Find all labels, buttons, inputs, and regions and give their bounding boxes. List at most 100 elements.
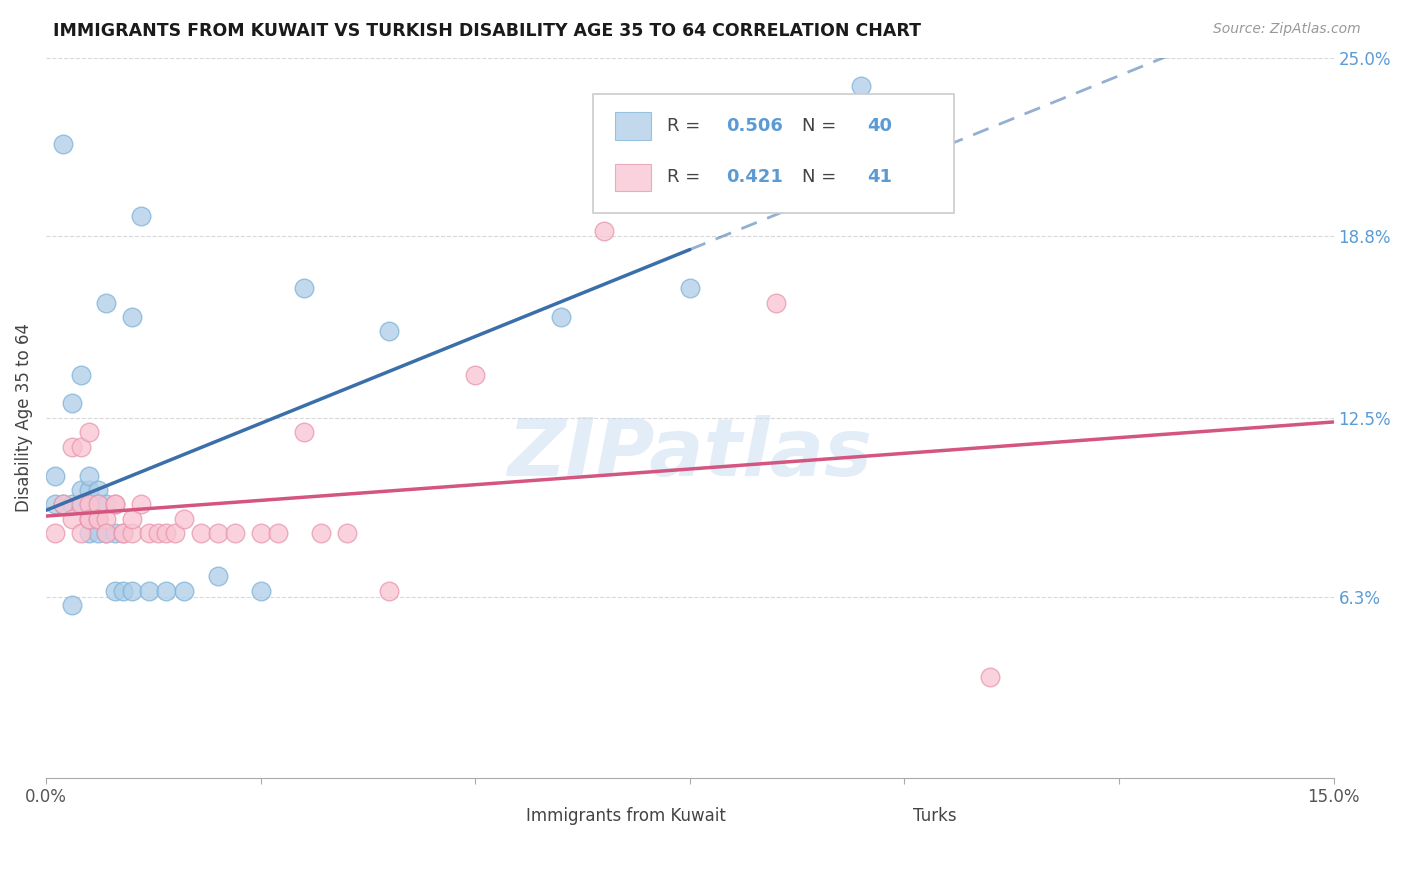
Point: [309, 526, 332, 541]
Point: [155, 583, 177, 598]
Text: ZIPatlas: ZIPatlas: [508, 415, 872, 493]
Point: [44, 526, 66, 541]
FancyBboxPatch shape: [593, 94, 953, 212]
Point: [173, 583, 195, 598]
Y-axis label: Disability Age 35 to 64: Disability Age 35 to 64: [15, 324, 32, 512]
Bar: [616, 112, 651, 140]
Point: [679, 281, 702, 295]
Point: [335, 526, 357, 541]
Point: [249, 526, 271, 541]
Bar: [858, 803, 893, 830]
Point: [86, 512, 108, 526]
Point: [207, 526, 229, 541]
Point: [69, 440, 91, 454]
Point: [173, 512, 195, 526]
Point: [86, 526, 108, 541]
Text: 41: 41: [868, 169, 893, 186]
Point: [104, 526, 127, 541]
Point: [86, 483, 108, 497]
Point: [86, 512, 108, 526]
Point: [104, 497, 127, 511]
Point: [77, 512, 100, 526]
Point: [249, 583, 271, 598]
Text: IMMIGRANTS FROM KUWAIT VS TURKISH DISABILITY AGE 35 TO 64 CORRELATION CHART: IMMIGRANTS FROM KUWAIT VS TURKISH DISABI…: [53, 22, 921, 40]
Text: 40: 40: [868, 117, 893, 135]
Point: [96, 295, 118, 310]
Point: [378, 583, 401, 598]
Text: N =: N =: [801, 169, 842, 186]
Point: [146, 526, 169, 541]
Text: 0.421: 0.421: [725, 169, 783, 186]
Point: [190, 526, 212, 541]
Point: [550, 310, 572, 324]
Point: [112, 583, 135, 598]
Text: N =: N =: [801, 117, 842, 135]
Point: [121, 526, 143, 541]
Point: [138, 526, 160, 541]
Point: [60, 440, 83, 454]
Point: [155, 526, 177, 541]
Bar: [616, 164, 651, 191]
Point: [77, 497, 100, 511]
Point: [96, 512, 118, 526]
Point: [77, 483, 100, 497]
Point: [52, 137, 75, 152]
Point: [69, 526, 91, 541]
Point: [104, 497, 127, 511]
Point: [69, 368, 91, 382]
Point: [292, 425, 315, 440]
Point: [138, 583, 160, 598]
Point: [60, 396, 83, 410]
Point: [292, 281, 315, 295]
Point: [121, 310, 143, 324]
Text: R =: R =: [666, 169, 706, 186]
Point: [86, 497, 108, 511]
Point: [69, 497, 91, 511]
Point: [77, 468, 100, 483]
Point: [104, 583, 127, 598]
Point: [593, 223, 616, 237]
Point: [129, 497, 152, 511]
Point: [52, 497, 75, 511]
Point: [112, 526, 135, 541]
Point: [207, 569, 229, 583]
Point: [129, 209, 152, 223]
Point: [60, 497, 83, 511]
Point: [851, 79, 873, 94]
Point: [77, 425, 100, 440]
Text: R =: R =: [666, 117, 706, 135]
Point: [44, 468, 66, 483]
Text: Immigrants from Kuwait: Immigrants from Kuwait: [526, 807, 727, 825]
Point: [121, 512, 143, 526]
Point: [163, 526, 186, 541]
Point: [267, 526, 290, 541]
Point: [121, 583, 143, 598]
Point: [60, 512, 83, 526]
Point: [52, 497, 75, 511]
Point: [44, 497, 66, 511]
Point: [378, 325, 401, 339]
Bar: [471, 803, 508, 830]
Point: [96, 497, 118, 511]
Point: [224, 526, 246, 541]
Point: [96, 526, 118, 541]
Text: Source: ZipAtlas.com: Source: ZipAtlas.com: [1213, 22, 1361, 37]
Point: [69, 497, 91, 511]
Point: [77, 497, 100, 511]
Point: [464, 368, 486, 382]
Point: [69, 497, 91, 511]
Point: [112, 526, 135, 541]
Point: [86, 497, 108, 511]
Point: [979, 670, 1001, 684]
Point: [69, 483, 91, 497]
Point: [77, 512, 100, 526]
Point: [60, 598, 83, 612]
Point: [77, 526, 100, 541]
Point: [77, 512, 100, 526]
Point: [96, 526, 118, 541]
Point: [765, 295, 787, 310]
Text: Turks: Turks: [912, 807, 956, 825]
Point: [86, 497, 108, 511]
Point: [77, 497, 100, 511]
Text: 0.506: 0.506: [725, 117, 783, 135]
